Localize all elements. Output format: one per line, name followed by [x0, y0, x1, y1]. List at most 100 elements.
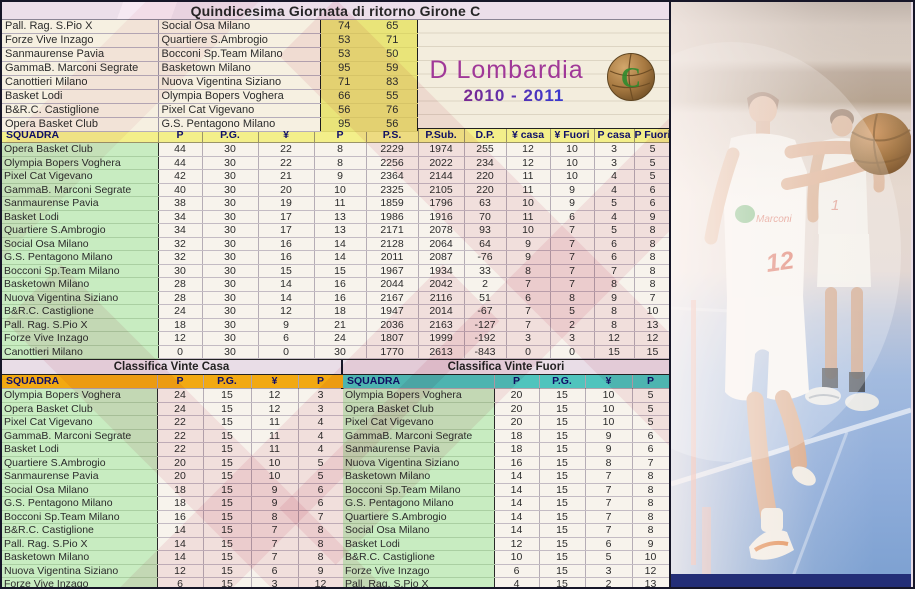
stat-cell: 7: [550, 223, 595, 238]
stat-cell: -67: [464, 304, 507, 319]
stat-cell: 8: [594, 318, 635, 332]
away-standings-row: Forze Vive Inzago 6 15 3 12: [343, 564, 669, 578]
stat-cell: 1974: [418, 142, 465, 157]
stat-cell: 8: [634, 223, 669, 238]
column-header: P casa: [593, 129, 635, 143]
standings-row: Pixel Cat Vigevano 42 30 21 9 2364 2144 220 11 10…: [2, 169, 669, 184]
stat-cell: 12: [157, 564, 204, 578]
stat-cell: 15: [203, 415, 252, 430]
stat-cell: 6: [634, 183, 669, 197]
away-standings-row: Olympia Bopers Voghera 20 15 10 5: [343, 388, 669, 403]
stat-cell: 5: [634, 142, 669, 157]
stat-cell: 15: [539, 469, 586, 484]
stat-cell: 34: [158, 223, 203, 238]
stat-cell: 12: [506, 142, 551, 157]
standings-row: G.S. Pentagono Milano 32 30 16 14 2011 2087 -76…: [2, 250, 669, 265]
stat-cell: 0: [158, 345, 203, 359]
stat-cell: 7: [506, 304, 551, 319]
stat-cell: 63: [464, 196, 507, 211]
stat-cell: 30: [202, 223, 259, 238]
stat-cell: 14: [258, 291, 315, 305]
stat-cell: 14: [494, 523, 540, 538]
team-name-cell: Nuova Vigentina Siziano: [343, 456, 495, 470]
stat-cell: 15: [203, 577, 252, 587]
home-team-cell: B&R.C. Castiglione: [2, 103, 159, 119]
stat-cell: 14: [157, 523, 204, 538]
away-standings-row: GammaB. Marconi Segrate 18 15 9 6: [343, 429, 669, 443]
column-header: P.G.: [202, 374, 252, 389]
away-score-cell: 59: [368, 61, 418, 77]
stat-cell: 21: [314, 318, 367, 332]
standings-row: Pall. Rag. S.Pio X 18 30 9 21 2036 2163 -127 7 2 8…: [2, 318, 669, 332]
stat-cell: 11: [506, 183, 551, 197]
result-row: Sanmaurense Pavia Bocconi Sp.Team Milano 5…: [2, 47, 418, 63]
team-name-cell: Sanmaurense Pavia: [343, 442, 495, 457]
stat-cell: 16: [494, 456, 540, 470]
away-standings-row: B&R.C. Castiglione 10 15 5 10: [343, 550, 669, 565]
stat-cell: 20: [494, 388, 540, 403]
stat-cell: 3: [298, 388, 344, 403]
stat-cell: 13: [314, 210, 367, 224]
stat-cell: 20: [157, 456, 204, 470]
stat-cell: 15: [203, 483, 252, 497]
stat-cell: 24: [158, 304, 203, 319]
team-name-cell: GammaB. Marconi Segrate: [2, 183, 159, 197]
stat-cell: 15: [203, 469, 252, 484]
team-name-cell: Forze Vive Inzago: [2, 577, 158, 587]
court-base-strip: [671, 574, 911, 587]
column-header: P: [297, 374, 344, 389]
stat-cell: 2613: [418, 345, 465, 359]
away-score-cell: 55: [368, 89, 418, 105]
stat-cell: 15: [539, 456, 586, 470]
stat-cell: 9: [594, 291, 635, 305]
stat-cell: 11: [251, 415, 299, 430]
home-standings-row: Olympia Bopers Voghera 24 15 12 3: [2, 388, 344, 403]
team-name-cell: Olympia Bopers Voghera: [343, 388, 495, 403]
home-team-cell: Forze Vive Inzago: [2, 33, 159, 49]
photo-panel: 1 Marconi 12: [671, 2, 911, 587]
stat-cell: 2078: [418, 223, 465, 238]
stat-cell: 0: [550, 345, 595, 359]
stat-cell: 8: [634, 250, 669, 265]
result-row: Basket Lodi Olympia Bopers Voghera 66 55: [2, 89, 418, 105]
stat-cell: 30: [202, 169, 259, 184]
stat-cell: 5: [550, 304, 595, 319]
stat-cell: 12: [251, 402, 299, 416]
stat-cell: 6: [594, 237, 635, 251]
home-standings-row: Sanmaurense Pavia 20 15 10 5: [2, 469, 344, 484]
stat-cell: 7: [594, 264, 635, 278]
stat-cell: 32: [158, 250, 203, 265]
team-name-cell: Quartiere S.Ambrogio: [2, 456, 158, 470]
standings-row: Canottieri Milano 0 30 0 30 1770 2613 -843 0 0 15 1…: [2, 345, 669, 359]
stat-cell: 234: [464, 156, 507, 170]
team-name-cell: B&R.C. Castiglione: [2, 523, 158, 538]
stat-cell: 30: [202, 277, 259, 292]
stat-cell: 2087: [418, 250, 465, 265]
stat-cell: 14: [314, 250, 367, 265]
away-score-cell: 50: [368, 47, 418, 63]
stat-cell: 2: [585, 577, 633, 587]
basketball-logo-icon: C: [606, 53, 655, 101]
stat-cell: 6: [251, 564, 299, 578]
stat-cell: 15: [539, 429, 586, 443]
away-team-cell: Nuova Vigentina Siziano: [158, 75, 320, 91]
stat-cell: 15: [203, 442, 252, 457]
stat-cell: 5: [632, 415, 669, 430]
standings-row: Social Osa Milano 32 30 16 14 2128 2064 64 9 7 6 8: [2, 237, 669, 251]
away-standings-row: Social Osa Milano 14 15 7 8: [343, 523, 669, 538]
column-header: ¥ casa: [505, 129, 551, 143]
team-name-cell: Sanmaurense Pavia: [2, 196, 159, 211]
stat-cell: 30: [202, 196, 259, 211]
home-standings-panel: Classifica Vinte Casa SQUADRA P P.G. ¥ P Oly…: [2, 360, 344, 587]
stat-cell: 17: [258, 210, 315, 224]
basketball-players-photo: 1 Marconi 12: [671, 2, 911, 587]
stat-cell: 2163: [418, 318, 465, 332]
stat-cell: 14: [157, 550, 204, 565]
stat-cell: 8: [632, 483, 669, 497]
away-team-cell: Social Osa Milano: [158, 20, 320, 35]
stat-cell: 7: [251, 523, 299, 538]
home-score-cell: 53: [319, 33, 368, 49]
home-standings-row: Quartiere S.Ambrogio 20 15 10 5: [2, 456, 344, 470]
stat-cell: 12: [632, 564, 669, 578]
stat-cell: 44: [158, 156, 203, 170]
